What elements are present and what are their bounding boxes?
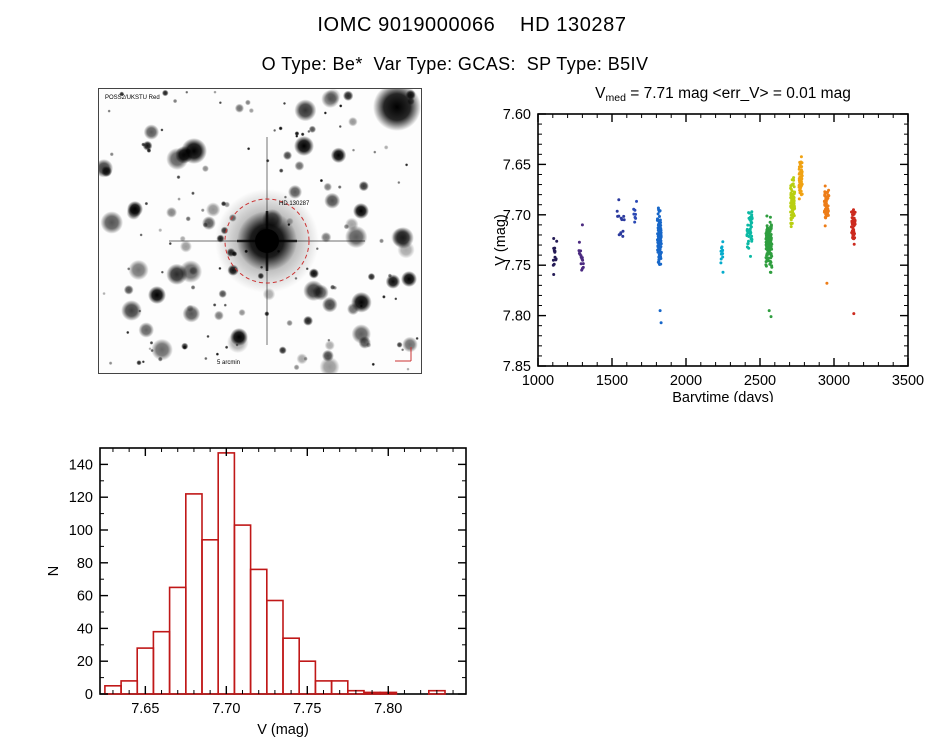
svg-text:7.85: 7.85 <box>503 359 531 375</box>
finding-chart-image: POSS2/UKSTU Red HD 130287 5 arcmin <box>98 88 422 374</box>
svg-text:7.75: 7.75 <box>293 701 321 717</box>
svg-text:V (mag): V (mag) <box>257 722 309 738</box>
svg-text:POSS2/UKSTU Red: POSS2/UKSTU Red <box>105 95 160 101</box>
svg-text:7.70: 7.70 <box>212 701 240 717</box>
histogram-chart: 7.65 7.70 7.75 7.80 0 20 40 60 80 100 120 140 V (mag… <box>46 447 467 738</box>
svg-text:60: 60 <box>77 589 93 605</box>
svg-text:3000: 3000 <box>818 373 850 389</box>
svg-text:1000: 1000 <box>522 373 554 389</box>
svg-text:5 arcmin: 5 arcmin <box>217 360 240 366</box>
svg-text:7.70: 7.70 <box>503 208 531 224</box>
svg-text:20: 20 <box>77 654 93 670</box>
svg-text:100: 100 <box>69 523 93 539</box>
svg-text:7.80: 7.80 <box>374 701 402 717</box>
svg-text:N: N <box>46 566 62 576</box>
svg-text:120: 120 <box>69 490 93 506</box>
svg-text:140: 140 <box>69 457 93 473</box>
svg-text:7.75: 7.75 <box>503 258 531 274</box>
svg-text:0: 0 <box>85 687 93 703</box>
svg-text:Vmed = 7.71 mag <err_V> = 0.01: Vmed = 7.71 mag <err_V> = 0.01 mag <box>595 85 851 104</box>
svg-text:2500: 2500 <box>744 373 776 389</box>
page-subtitle: O Type: Be* Var Type: GCAS: SP Type: B5I… <box>261 54 649 74</box>
svg-text:7.80: 7.80 <box>503 309 531 325</box>
svg-text:3500: 3500 <box>892 373 924 389</box>
svg-text:HD 130287: HD 130287 <box>279 201 310 207</box>
light-curve-chart: 1000 1500 2000 2500 3000 3500 7.60 7.65 7.70 7.75… <box>493 85 924 402</box>
svg-text:V (mag): V (mag) <box>493 214 509 266</box>
page-title: IOMC 9019000066 HD 130287 <box>317 14 627 36</box>
svg-text:7.60: 7.60 <box>503 107 531 123</box>
svg-text:2000: 2000 <box>670 373 702 389</box>
svg-text:1500: 1500 <box>596 373 628 389</box>
svg-text:7.65: 7.65 <box>503 157 531 173</box>
svg-text:7.65: 7.65 <box>131 701 159 717</box>
svg-text:Barytime (days): Barytime (days) <box>672 390 774 402</box>
svg-text:40: 40 <box>77 621 93 637</box>
svg-text:80: 80 <box>77 556 93 572</box>
